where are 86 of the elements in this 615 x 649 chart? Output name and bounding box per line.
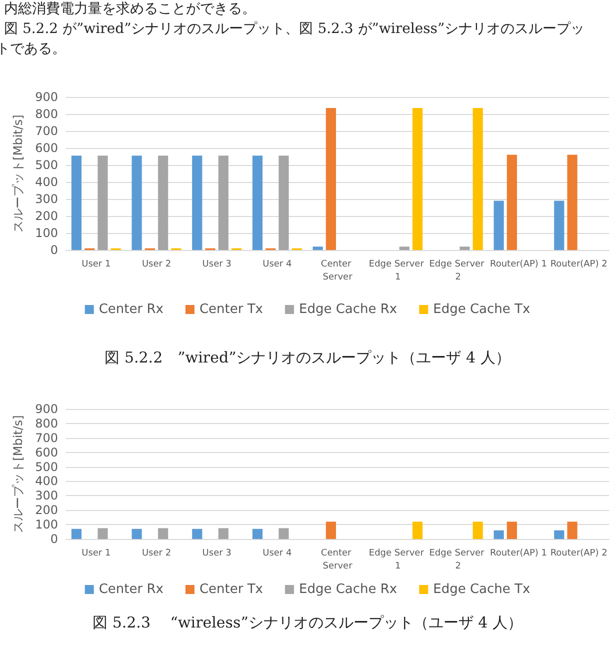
bar <box>326 522 336 539</box>
bar <box>472 522 483 539</box>
bar <box>554 530 564 539</box>
bar <box>132 528 142 539</box>
y-tick-label: 400 <box>35 175 58 189</box>
bar <box>278 528 289 539</box>
x-tick-label: User 2 <box>142 260 172 270</box>
bar <box>132 156 142 250</box>
bar <box>494 530 504 539</box>
bar <box>98 156 108 250</box>
bar <box>506 522 517 539</box>
bar <box>98 528 108 539</box>
bar <box>494 200 504 250</box>
y-tick-label: 100 <box>35 518 58 532</box>
x-tick-label: Edge Server 2 <box>429 548 488 572</box>
text: 図 5.2.2 ”wired”シナリオのスループット（ユーザ 4 人） <box>104 348 510 366</box>
bar <box>412 522 423 539</box>
y-tick-label: 200 <box>35 503 58 518</box>
y-tick-label: 600 <box>35 445 58 460</box>
caption: 図 5.2.2 が”wired”シナリオのスループット、図 5.2.3 が”wireless”シナリオのスループッ <box>4 21 585 37</box>
y-tick-label: 0 <box>50 532 58 546</box>
legend-label: Center Tx <box>199 302 264 317</box>
x-tick-label: Router(AP) 1 <box>490 260 548 270</box>
legend-label: Center Rx <box>98 582 164 597</box>
bar <box>158 156 168 250</box>
bar <box>252 528 263 539</box>
x-tick-label: User 4 <box>262 260 292 270</box>
x-tick-label: Center Server <box>320 260 354 282</box>
y-tick-label: 600 <box>35 141 58 155</box>
bar <box>71 156 82 250</box>
x-tick-label: Edge Server 1 <box>368 548 427 572</box>
legend-label: Edge Cache Rx <box>298 582 398 597</box>
x-tick-label: User 4 <box>262 548 292 558</box>
bar <box>192 156 202 250</box>
y-axis-title: スループット[Mbit/s] <box>11 114 26 232</box>
text: 内総消費電力量を求めることができる。 <box>4 1 256 17</box>
bar <box>158 528 168 539</box>
y-tick-label: 700 <box>35 430 58 445</box>
bar <box>554 200 564 250</box>
x-tick-label: User 3 <box>202 260 232 270</box>
bar <box>506 154 517 250</box>
legend-label: Edge Cache Tx <box>433 582 530 597</box>
x-tick-label: Edge Server 1 <box>368 260 427 282</box>
y-tick-label: 300 <box>35 192 58 206</box>
text: 図 5.2.3 “wireless”シナリオのスループット（ユーザ 4 人） <box>92 614 522 632</box>
y-tick-label: 900 <box>35 90 58 104</box>
y-tick-label: 400 <box>35 474 58 488</box>
x-tick-label: User 2 <box>142 548 172 558</box>
x-tick-label: User 1 <box>82 548 111 558</box>
bar <box>278 156 289 250</box>
bar <box>252 156 263 250</box>
y-tick-label: 300 <box>35 488 58 503</box>
bar <box>326 108 336 250</box>
x-tick-label: User 1 <box>82 260 111 270</box>
x-tick-label: Edge Server 2 <box>429 260 488 282</box>
legend-label: Center Tx <box>199 582 264 597</box>
y-tick-label: 700 <box>35 124 58 138</box>
y-tick-label: 500 <box>35 158 58 172</box>
legend-label: Edge Cache Rx <box>298 302 398 317</box>
y-tick-label: 800 <box>35 107 58 121</box>
bar <box>312 246 323 250</box>
bar <box>399 246 410 250</box>
x-tick-label: Router(AP) 1 <box>490 548 548 558</box>
x-tick-label: Router(AP) 2 <box>550 260 608 270</box>
x-tick-label: Center Server <box>320 548 354 572</box>
legend-label: Center Rx <box>98 302 164 317</box>
y-tick-label: 0 <box>50 243 58 257</box>
y-tick-label: 900 <box>35 402 58 416</box>
y-tick-label: 200 <box>35 209 58 223</box>
y-tick-label: 500 <box>35 460 58 474</box>
bar <box>472 108 483 250</box>
bar <box>412 108 423 250</box>
y-tick-label: 100 <box>35 226 58 240</box>
bar <box>192 528 202 539</box>
y-tick-label: 800 <box>35 416 58 430</box>
bar <box>567 154 578 250</box>
x-tick-label: Router(AP) 2 <box>550 548 608 558</box>
bar <box>567 522 578 539</box>
bar <box>218 528 228 539</box>
bar <box>460 246 470 250</box>
bar <box>218 156 228 250</box>
text: トである。 <box>0 41 66 57</box>
legend-label: Edge Cache Tx <box>433 302 530 317</box>
x-tick-label: User 3 <box>202 548 232 558</box>
y-axis-title: スループット[Mbit/s] <box>11 415 26 533</box>
bar <box>71 528 82 539</box>
